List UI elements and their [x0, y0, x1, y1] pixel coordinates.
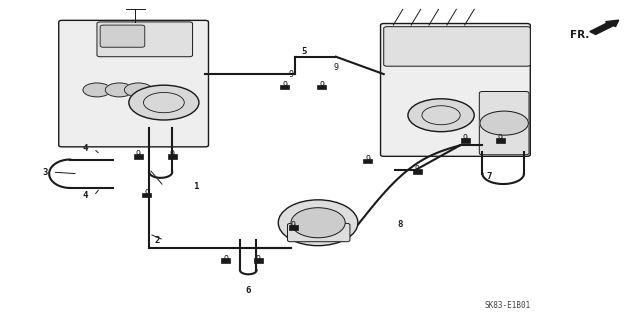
Text: 9: 9	[256, 255, 260, 263]
Text: 9: 9	[223, 255, 228, 263]
Circle shape	[408, 99, 474, 132]
Text: 8: 8	[397, 220, 403, 229]
Circle shape	[83, 83, 111, 97]
Text: 9: 9	[170, 150, 175, 159]
FancyBboxPatch shape	[287, 223, 350, 242]
Ellipse shape	[291, 208, 345, 238]
Text: 9: 9	[289, 70, 294, 78]
FancyArrow shape	[590, 20, 619, 34]
Circle shape	[105, 83, 133, 97]
FancyBboxPatch shape	[381, 24, 531, 156]
Bar	[134, 154, 143, 159]
Text: 9: 9	[282, 81, 287, 90]
Text: 9: 9	[144, 189, 149, 198]
Circle shape	[124, 83, 152, 97]
Bar	[413, 169, 422, 174]
Bar	[253, 258, 262, 263]
Text: 9: 9	[463, 134, 468, 144]
Circle shape	[129, 85, 199, 120]
Bar	[221, 258, 230, 263]
Text: 9: 9	[365, 155, 371, 164]
FancyBboxPatch shape	[59, 20, 209, 147]
Text: 7: 7	[486, 172, 492, 182]
Text: 3: 3	[42, 168, 47, 177]
Circle shape	[480, 111, 529, 135]
FancyBboxPatch shape	[97, 22, 193, 57]
Text: 9: 9	[319, 81, 324, 90]
Text: 6: 6	[245, 286, 251, 295]
FancyBboxPatch shape	[479, 92, 529, 155]
Text: SK83-E1B01: SK83-E1B01	[485, 301, 531, 310]
Text: 1: 1	[193, 182, 198, 191]
Text: FR.: FR.	[570, 30, 590, 40]
Bar	[168, 154, 177, 159]
Text: 9: 9	[291, 221, 296, 230]
Bar	[317, 85, 326, 89]
Text: 5: 5	[301, 48, 307, 56]
Bar	[496, 138, 505, 143]
Bar	[289, 225, 298, 230]
Text: 9: 9	[136, 150, 141, 159]
Bar	[280, 85, 289, 89]
Bar	[364, 159, 372, 163]
Text: 9: 9	[333, 63, 339, 72]
Text: 2: 2	[155, 236, 160, 245]
Bar	[461, 138, 470, 143]
Ellipse shape	[278, 200, 358, 246]
Text: 4: 4	[83, 191, 88, 200]
Bar	[142, 193, 151, 197]
Text: 9: 9	[498, 134, 503, 144]
FancyBboxPatch shape	[100, 25, 145, 47]
FancyBboxPatch shape	[384, 27, 531, 66]
Text: 9: 9	[415, 166, 420, 174]
Text: 4: 4	[83, 144, 88, 153]
